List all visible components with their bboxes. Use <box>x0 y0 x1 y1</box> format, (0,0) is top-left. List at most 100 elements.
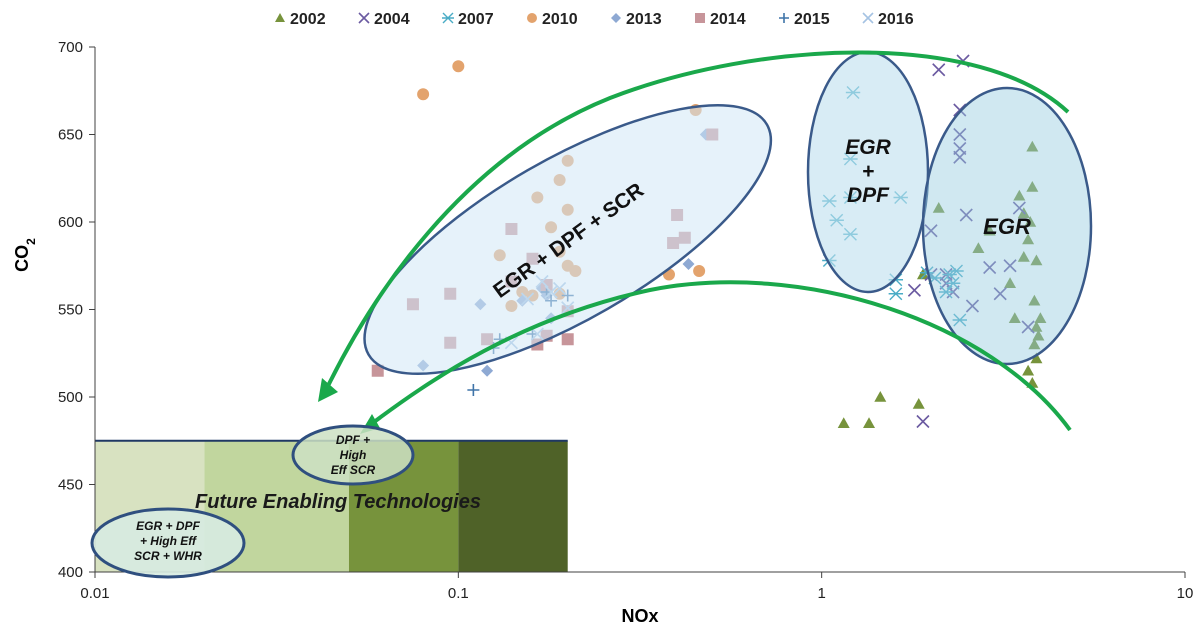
legend-item-2002: 2002 <box>275 11 326 28</box>
data-point <box>1026 140 1039 152</box>
y-tick-label: 550 <box>58 302 83 319</box>
data-point <box>1024 216 1037 227</box>
callout-label: High <box>340 448 367 462</box>
data-point <box>1022 364 1035 376</box>
data-point <box>1013 189 1026 201</box>
data-point <box>924 224 938 238</box>
callout-label: + High Eff <box>140 534 197 548</box>
legend-item-2014: 2014 <box>695 11 746 28</box>
x-tick-label: 0.01 <box>80 585 109 602</box>
region-egr-dpf-scr <box>363 103 773 376</box>
y-axis-label: CO2 <box>12 238 38 272</box>
data-point <box>932 202 945 213</box>
callout-label: EGR + DPF <box>136 519 200 533</box>
data-point <box>953 150 967 164</box>
region-label: + <box>862 160 874 183</box>
data-point <box>1034 312 1047 324</box>
legend-item-2015: 2015 <box>779 11 830 28</box>
data-point <box>1022 233 1035 245</box>
y-tick-label: 650 <box>58 127 83 144</box>
callout-label: Eff SCR <box>331 463 376 477</box>
region-label: EGR <box>983 214 1031 239</box>
x-tick-label: 0.1 <box>448 585 469 602</box>
band-segment-4 <box>458 440 568 572</box>
x-tick-label: 10 <box>1177 585 1194 602</box>
data-point <box>1004 277 1017 289</box>
data-point <box>959 208 973 222</box>
data-point <box>1030 321 1043 332</box>
legend-label: 2014 <box>710 11 746 28</box>
series-2002 <box>837 140 1047 429</box>
y-tick-label: 600 <box>58 214 83 231</box>
y-tick-label: 500 <box>58 389 83 406</box>
data-point <box>1032 329 1045 341</box>
data-point <box>953 127 967 142</box>
data-point <box>863 417 876 429</box>
data-point <box>983 260 997 275</box>
callout-dpf-high-eff-scr <box>291 424 415 486</box>
legend-item-2004: 2004 <box>358 11 410 28</box>
data-point <box>993 287 1007 301</box>
region-label: DPF <box>847 184 890 207</box>
legend-item-2010: 2010 <box>527 11 578 28</box>
data-point <box>1008 312 1021 324</box>
legend: 2002 2004 2007 2010 2013 2014 2015 2016 <box>275 11 914 28</box>
legend-item-2007: 2007 <box>442 11 494 28</box>
legend-marker <box>862 12 874 24</box>
data-point <box>874 391 887 402</box>
legend-label: 2004 <box>374 11 410 28</box>
data-point <box>1017 251 1030 262</box>
x-tick-label: 1 <box>817 585 825 602</box>
data-point <box>371 364 384 377</box>
data-point <box>693 265 706 277</box>
callout-label: SCR + WHR <box>134 549 202 563</box>
data-point <box>481 364 494 377</box>
data-point <box>888 287 904 301</box>
arrow-head <box>318 378 338 402</box>
legend-marker <box>358 12 370 24</box>
data-point <box>938 285 954 299</box>
legend-label: 2016 <box>878 11 914 28</box>
legend-label: 2010 <box>542 11 578 28</box>
data-point <box>972 242 985 254</box>
legend-item-2016: 2016 <box>862 11 914 28</box>
band-label: Future Enabling Technologies <box>195 491 481 513</box>
callout-egr-dpf-whr <box>90 507 246 579</box>
data-point <box>1012 201 1026 215</box>
data-point <box>1021 320 1035 334</box>
data-point <box>965 299 980 313</box>
data-point <box>983 224 996 236</box>
legend-marker <box>779 13 789 23</box>
legend-marker <box>611 13 621 23</box>
lower-trend-arrow <box>368 280 1072 432</box>
data-point <box>1026 181 1039 192</box>
y-tick-label: 450 <box>58 477 83 494</box>
x-axis-label: NOx <box>621 606 658 626</box>
data-point <box>932 63 946 77</box>
data-point <box>452 60 465 73</box>
data-point <box>952 313 968 327</box>
data-point <box>837 417 850 429</box>
data-point <box>467 384 480 396</box>
legend-item-2013: 2013 <box>611 11 662 28</box>
data-point <box>907 283 921 297</box>
legend-label: 2007 <box>458 11 494 28</box>
data-point <box>1028 338 1041 350</box>
legend-marker <box>527 13 537 23</box>
legend-label: 2015 <box>794 11 830 28</box>
legend-label: 2013 <box>626 11 662 28</box>
legend-label: 2002 <box>290 11 326 28</box>
legend-marker <box>442 12 454 24</box>
y-tick-label: 700 <box>58 39 83 56</box>
data-point <box>561 333 574 346</box>
callout-label: DPF + <box>336 433 370 447</box>
legend-marker <box>275 13 285 22</box>
data-point <box>916 414 930 429</box>
upper-trend-arrow <box>325 50 1070 389</box>
data-point <box>1028 294 1041 306</box>
data-point <box>417 88 430 101</box>
data-point <box>916 268 929 280</box>
